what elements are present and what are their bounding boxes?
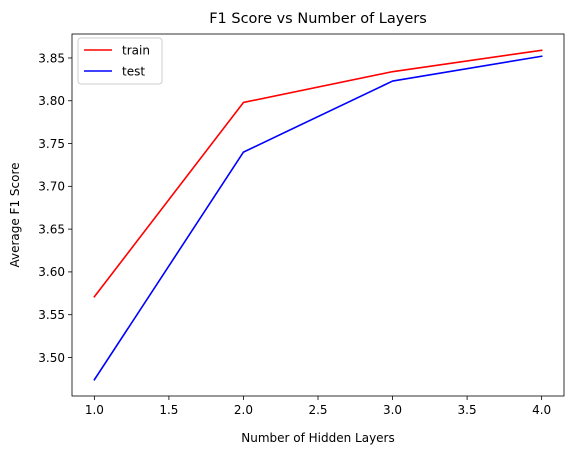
- y-tick-label: 3.50: [38, 351, 65, 365]
- y-axis: 3.50 3.55 3.60 3.65 3.70 3.75 3.80 3.85: [38, 51, 72, 365]
- series-lines: [93, 49, 543, 381]
- y-tick-label: 3.75: [38, 137, 65, 151]
- legend: train test: [77, 37, 163, 85]
- x-tick-label: 1.0: [85, 403, 104, 417]
- x-tick-label: 1.5: [159, 403, 178, 417]
- y-tick-label: 3.55: [38, 308, 65, 322]
- y-axis-label: Average F1 Score: [8, 162, 22, 267]
- y-tick-label: 3.70: [38, 180, 65, 194]
- series-line-train: [93, 49, 543, 298]
- series-line-test: [93, 55, 543, 381]
- y-tick-label: 3.65: [38, 222, 65, 236]
- legend-label-train: train: [122, 43, 150, 57]
- x-tick-label: 3.5: [458, 403, 477, 417]
- x-tick-label: 4.0: [532, 403, 551, 417]
- x-axis-label: Number of Hidden Layers: [241, 431, 395, 445]
- x-tick-label: 2.0: [234, 403, 253, 417]
- chart-title: F1 Score vs Number of Layers: [209, 11, 427, 27]
- y-tick-label: 3.80: [38, 94, 65, 108]
- legend-label-test: test: [122, 64, 145, 78]
- y-tick-label: 3.60: [38, 265, 65, 279]
- y-tick-label: 3.85: [38, 51, 65, 65]
- plot-frame: [71, 33, 565, 397]
- x-tick-label: 2.5: [308, 403, 327, 417]
- x-axis: 1.0 1.5 2.0 2.5 3.0 3.5 4.0: [85, 396, 551, 417]
- x-tick-label: 3.0: [383, 403, 402, 417]
